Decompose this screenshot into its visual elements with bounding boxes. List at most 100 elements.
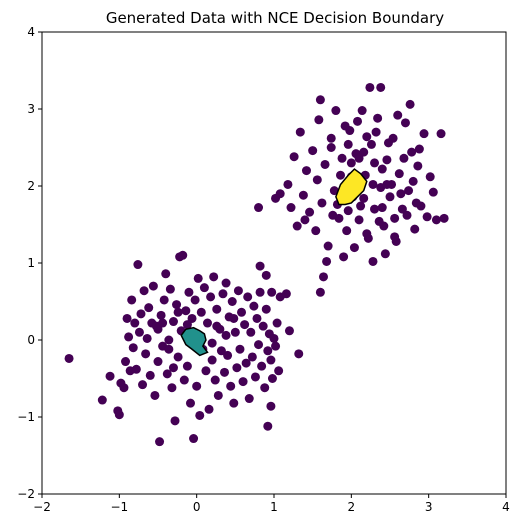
- data-point: [213, 390, 223, 400]
- data-point: [246, 327, 256, 337]
- data-point: [414, 144, 424, 154]
- x-tick-label: 1: [270, 500, 278, 514]
- data-point: [359, 193, 369, 203]
- data-point: [267, 287, 277, 297]
- data-point: [233, 286, 243, 296]
- data-point: [411, 198, 421, 208]
- y-tick-label: −1: [17, 410, 35, 424]
- data-point: [272, 318, 282, 328]
- data-point: [407, 147, 417, 157]
- data-point: [294, 349, 304, 359]
- data-point: [271, 193, 281, 203]
- data-point: [64, 353, 74, 363]
- data-point: [220, 367, 230, 377]
- data-point: [201, 366, 211, 376]
- data-point: [243, 292, 253, 302]
- data-point: [281, 289, 291, 299]
- data-point: [349, 243, 359, 253]
- data-point: [315, 95, 325, 105]
- y-axis: −2 −1 0 1 2 3 4: [17, 25, 42, 501]
- data-point: [119, 383, 129, 393]
- data-point: [315, 287, 325, 297]
- data-points: [64, 82, 449, 447]
- data-point: [289, 152, 299, 162]
- data-point: [255, 287, 265, 297]
- data-point: [250, 372, 260, 382]
- data-point: [263, 346, 273, 356]
- data-point: [144, 303, 154, 313]
- data-point: [266, 401, 276, 411]
- data-point: [312, 175, 322, 185]
- data-point: [331, 106, 341, 116]
- data-point: [206, 292, 216, 302]
- x-tick-label: −1: [110, 500, 128, 514]
- data-point: [399, 153, 409, 163]
- data-point: [368, 179, 378, 189]
- data-point: [254, 203, 264, 213]
- data-point: [346, 158, 356, 168]
- data-point: [373, 113, 383, 123]
- data-point: [249, 301, 259, 311]
- y-tick-label: 0: [27, 333, 35, 347]
- data-point: [227, 297, 237, 306]
- data-point: [371, 127, 381, 137]
- data-point: [408, 176, 418, 186]
- data-point: [410, 224, 420, 234]
- x-tick-label: −2: [33, 500, 51, 514]
- y-tick-label: 3: [27, 102, 35, 116]
- data-point: [370, 158, 380, 168]
- data-point: [133, 260, 143, 270]
- data-point: [396, 189, 406, 199]
- data-point: [295, 127, 305, 137]
- data-point: [254, 340, 264, 350]
- data-point: [130, 318, 140, 328]
- data-point: [266, 355, 276, 365]
- data-point: [218, 289, 228, 299]
- data-point: [207, 355, 217, 365]
- data-point: [202, 318, 212, 328]
- decision-region-cluster-2: [335, 169, 367, 205]
- data-point: [385, 192, 395, 202]
- data-point: [185, 398, 195, 408]
- data-point: [178, 250, 188, 260]
- data-point: [164, 344, 174, 354]
- data-point: [322, 256, 332, 266]
- data-point: [354, 215, 364, 225]
- x-tick-label: 3: [425, 500, 433, 514]
- data-point: [237, 307, 247, 317]
- data-point: [179, 375, 189, 385]
- data-point: [223, 350, 233, 360]
- data-point: [393, 110, 403, 120]
- data-point: [240, 320, 250, 330]
- data-point: [342, 226, 352, 236]
- decision-boundary-cluster-2: [335, 168, 368, 206]
- data-point: [428, 187, 438, 197]
- data-point: [167, 383, 177, 393]
- data-point: [425, 172, 435, 182]
- data-point: [141, 349, 151, 359]
- data-point: [383, 138, 393, 148]
- data-point: [326, 143, 336, 152]
- data-point: [127, 295, 137, 305]
- data-point: [402, 210, 412, 220]
- data-point: [164, 335, 174, 345]
- data-point: [195, 410, 205, 420]
- data-point: [230, 327, 240, 337]
- data-point: [382, 155, 392, 165]
- data-point: [283, 179, 293, 189]
- data-point: [209, 272, 219, 282]
- data-point: [155, 437, 165, 447]
- data-point: [311, 226, 321, 236]
- data-point: [252, 313, 262, 323]
- data-point: [181, 306, 191, 316]
- data-point: [241, 358, 251, 368]
- y-tick-label: 4: [27, 25, 35, 39]
- data-point: [284, 326, 294, 336]
- y-tick-label: −2: [17, 487, 35, 501]
- data-point: [343, 139, 353, 149]
- data-point: [370, 204, 380, 214]
- chart-title: Generated Data with NCE Decision Boundar…: [106, 9, 444, 27]
- data-point: [221, 278, 231, 288]
- data-point: [207, 338, 217, 348]
